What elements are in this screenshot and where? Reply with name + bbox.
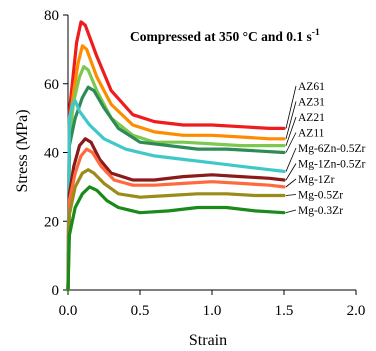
legend-label: AZ61	[298, 81, 325, 93]
series-line-mg-6zn-0-5zr	[66, 99, 286, 292]
curves	[66, 20, 286, 292]
legend-leader	[285, 209, 297, 214]
y-tick-label: 80	[44, 8, 59, 24]
series-line-az11	[66, 85, 286, 292]
y-tick-label: 20	[44, 214, 59, 230]
legend-label: Mg-0.5Zr	[298, 190, 343, 202]
legend-label: Mg-6Zn-0.5Zr	[298, 143, 366, 155]
legend-leader	[285, 85, 297, 129]
x-tick-label: 1.0	[203, 303, 222, 319]
legend-leader	[285, 101, 297, 139]
y-tick-label: 0	[52, 283, 60, 299]
series-line-mg-0-5zr	[66, 168, 286, 292]
y-tick-label: 60	[44, 77, 59, 93]
x-tick-label: 0.5	[131, 303, 150, 319]
legend: AZ61 AZ31 AZ21 AZ11 Mg-6Zn-0.5Zr Mg-1Zn-0.5Zr…	[285, 81, 366, 217]
legend-label: AZ31	[298, 97, 325, 109]
series-line-az61	[66, 20, 286, 292]
legend-leader	[285, 163, 297, 181]
legend-label: Mg-0.3Zr	[298, 205, 343, 217]
series-line-az31	[66, 44, 286, 292]
annotation-main: Compressed at 350 °C and 0.1 s	[130, 29, 312, 44]
y-tick-label: 40	[44, 146, 59, 162]
series-line-mg-1zn-0-5zr	[66, 137, 286, 292]
legend-leader	[285, 194, 297, 196]
axes: 0 20 40 60 80 0.0 0.5 1.0 1.5 2.0	[44, 8, 365, 319]
x-tick-label: 1.5	[275, 303, 294, 319]
legend-label: Mg-1Zr	[298, 174, 335, 186]
legend-leader	[285, 132, 297, 153]
legend-leader	[285, 116, 297, 146]
legend-leader	[285, 178, 297, 188]
annotation: Compressed at 350 °C and 0.1 s-1	[130, 28, 320, 44]
x-tick-label: 0.0	[59, 303, 78, 319]
y-axis-title: Stress (MPa)	[14, 109, 31, 192]
series-line-mg-1zr	[66, 147, 286, 292]
series-line-mg-0-3zr	[66, 185, 286, 292]
x-tick-label: 2.0	[347, 303, 366, 319]
legend-leader	[285, 147, 297, 172]
legend-label: AZ21	[298, 112, 325, 124]
x-axis-title: Strain	[189, 332, 227, 349]
annotation-superscript: -1	[312, 28, 320, 38]
legend-label: Mg-1Zn-0.5Zr	[298, 159, 366, 171]
legend-label: AZ11	[298, 128, 325, 140]
